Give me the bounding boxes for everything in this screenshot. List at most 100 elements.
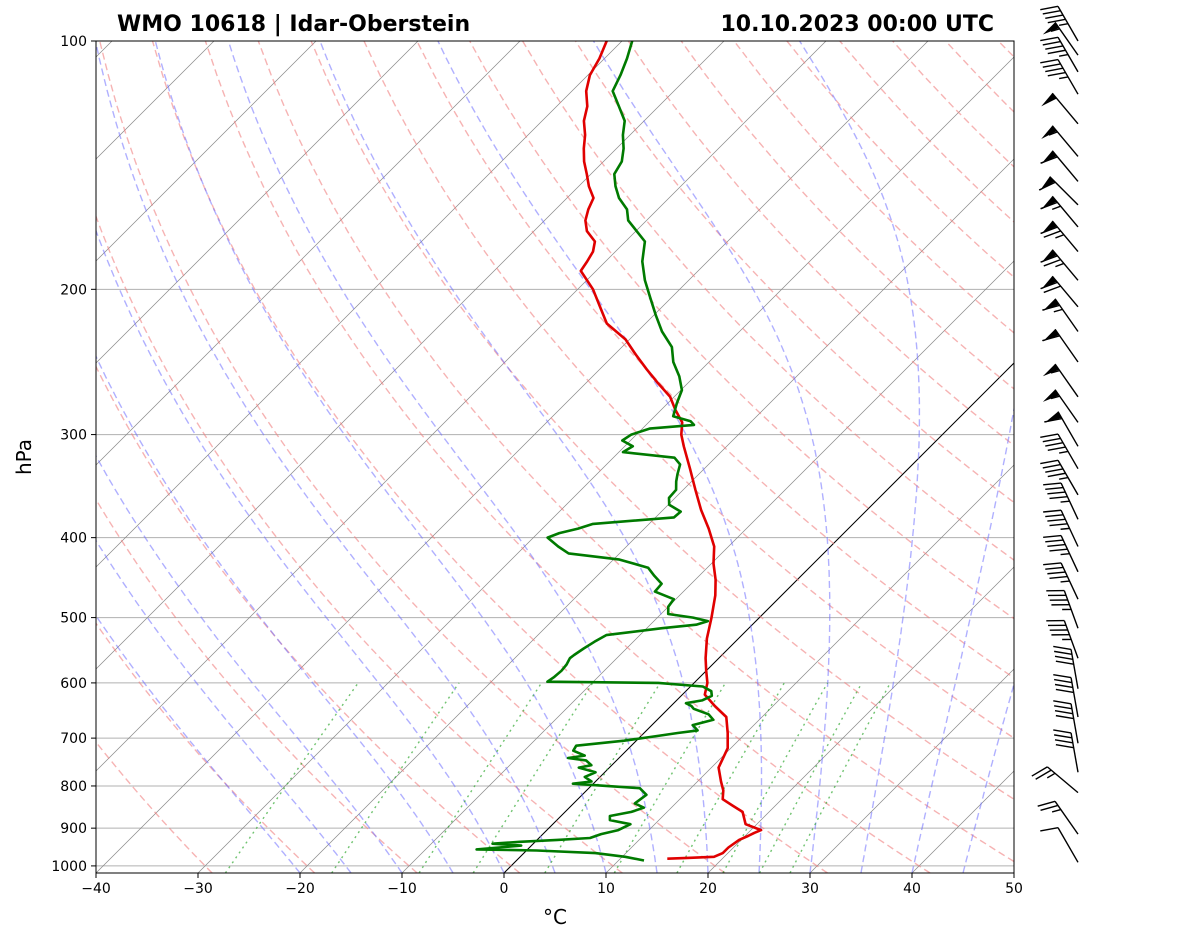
chart-title-datetime: 10.10.2023 00:00 UTC	[720, 12, 994, 37]
wind-barb	[1040, 36, 1079, 73]
wind-barb	[1040, 150, 1079, 182]
wind-barb	[1042, 328, 1079, 363]
wind-barb	[1042, 363, 1079, 398]
mixing-ratio-line	[789, 682, 891, 873]
wind-barb	[1037, 800, 1079, 835]
moist-adiabat-line	[154, 41, 607, 873]
x-tick-label: −30	[183, 881, 213, 897]
x-tick-label: 20	[699, 881, 717, 897]
isotherm-line	[96, 41, 317, 262]
moist-adiabat-line	[96, 41, 556, 873]
isotherm-line	[401, 260, 1014, 873]
wind-barb	[1053, 729, 1079, 773]
y-tick-label: 300	[60, 428, 87, 444]
y-tick-label: 600	[60, 676, 87, 692]
wind-barb	[1042, 21, 1079, 56]
mixing-ratio-line	[418, 682, 543, 873]
moist-adiabat-line	[96, 454, 403, 873]
wind-barb	[1041, 92, 1079, 125]
moist-adiabat-line	[319, 41, 709, 873]
dry-adiabat-line	[96, 498, 418, 873]
y-tick-label: 800	[60, 779, 87, 795]
y-axis-label: hPa	[12, 439, 36, 475]
moist-adiabat-line	[437, 41, 763, 873]
wind-barb	[1040, 275, 1079, 308]
isotherm-line	[96, 41, 725, 670]
dry-adiabat-line	[99, 41, 726, 873]
wind-barb	[1053, 645, 1079, 689]
x-tick-label: −20	[285, 881, 315, 897]
dry-adiabat-line	[521, 41, 1014, 562]
moist-adiabat-line	[592, 41, 831, 873]
moist-adiabat-line	[96, 614, 301, 873]
wind-barb	[1043, 534, 1079, 573]
wind-barb	[1041, 125, 1079, 157]
wind-barb	[1031, 766, 1079, 794]
x-tick-label: 30	[801, 881, 819, 897]
plot-sounding-traces	[475, 41, 763, 862]
wind-barb	[1046, 589, 1079, 629]
plot-background-lines	[0, 41, 1181, 873]
moist-adiabat-line	[1013, 870, 1014, 873]
isotherm-line	[299, 158, 1014, 873]
dry-adiabat-line	[574, 41, 1014, 504]
moist-adiabat-line	[96, 228, 505, 873]
isotherm-line	[0, 41, 10, 873]
isotherm-line	[605, 464, 1014, 873]
wind-barb	[1040, 459, 1079, 496]
dewpoint-trace	[475, 41, 715, 862]
isotherm-line	[707, 566, 1014, 873]
dry-adiabat-line	[96, 622, 316, 873]
dry-adiabat-line	[96, 364, 521, 873]
mixing-ratio-line	[472, 682, 594, 873]
isotherm-line	[809, 668, 1014, 873]
dry-adiabat-line	[96, 741, 213, 873]
moist-adiabat-line	[911, 405, 1014, 873]
dry-adiabat-line	[786, 41, 1014, 279]
mixing-ratio-line	[613, 682, 727, 873]
dry-adiabat-line	[1104, 41, 1181, 873]
wind-barb	[1040, 5, 1079, 42]
mixing-ratio-line	[722, 682, 829, 873]
x-axis-label: °C	[543, 905, 567, 929]
x-tick-label: 40	[903, 881, 921, 897]
dry-adiabat-line	[96, 214, 623, 873]
isotherm-line	[96, 41, 827, 772]
wind-barb	[1040, 433, 1079, 470]
moist-adiabat-line	[799, 41, 921, 873]
dry-adiabat-line	[416, 41, 1014, 679]
temperature-trace	[579, 41, 763, 860]
wind-barbs	[1031, 5, 1079, 863]
wind-barb	[1042, 298, 1079, 332]
dry-adiabat-line	[469, 41, 1014, 620]
wind-barb	[1044, 411, 1079, 447]
chart-title-station: WMO 10618 | Idar-Oberstein	[117, 12, 470, 37]
dry-adiabat-line	[627, 41, 1014, 447]
mixing-ratio-line	[224, 682, 359, 873]
isotherm-line	[96, 41, 419, 364]
moist-adiabat-line	[227, 41, 658, 873]
plot-frame	[95, 40, 1015, 874]
wind-barb	[1043, 562, 1079, 600]
y-tick-label: 500	[60, 611, 87, 627]
y-tick-label: 100	[60, 34, 87, 50]
dry-adiabat-line	[204, 41, 931, 873]
moist-adiabat-line	[96, 539, 352, 873]
dry-adiabat-line	[310, 41, 1014, 801]
wind-barb	[1042, 389, 1079, 423]
x-tick-label: 0	[500, 881, 509, 897]
wind-barb	[1040, 195, 1079, 228]
mixing-ratio-line	[331, 682, 460, 873]
moist-adiabat-line	[96, 354, 454, 873]
wind-barb	[1043, 509, 1079, 547]
dry-adiabat-line	[680, 41, 1014, 390]
zero-isotherm-line	[503, 362, 1014, 873]
wind-barb	[1053, 700, 1079, 744]
isotherm-line	[503, 362, 1014, 873]
dry-adiabat-line	[363, 41, 1014, 739]
y-tick-label: 700	[60, 731, 87, 747]
y-tick-label: 900	[60, 821, 87, 837]
wind-barb	[1053, 673, 1079, 718]
dry-adiabat-line	[257, 41, 1014, 863]
dry-adiabat-line	[997, 41, 1014, 58]
